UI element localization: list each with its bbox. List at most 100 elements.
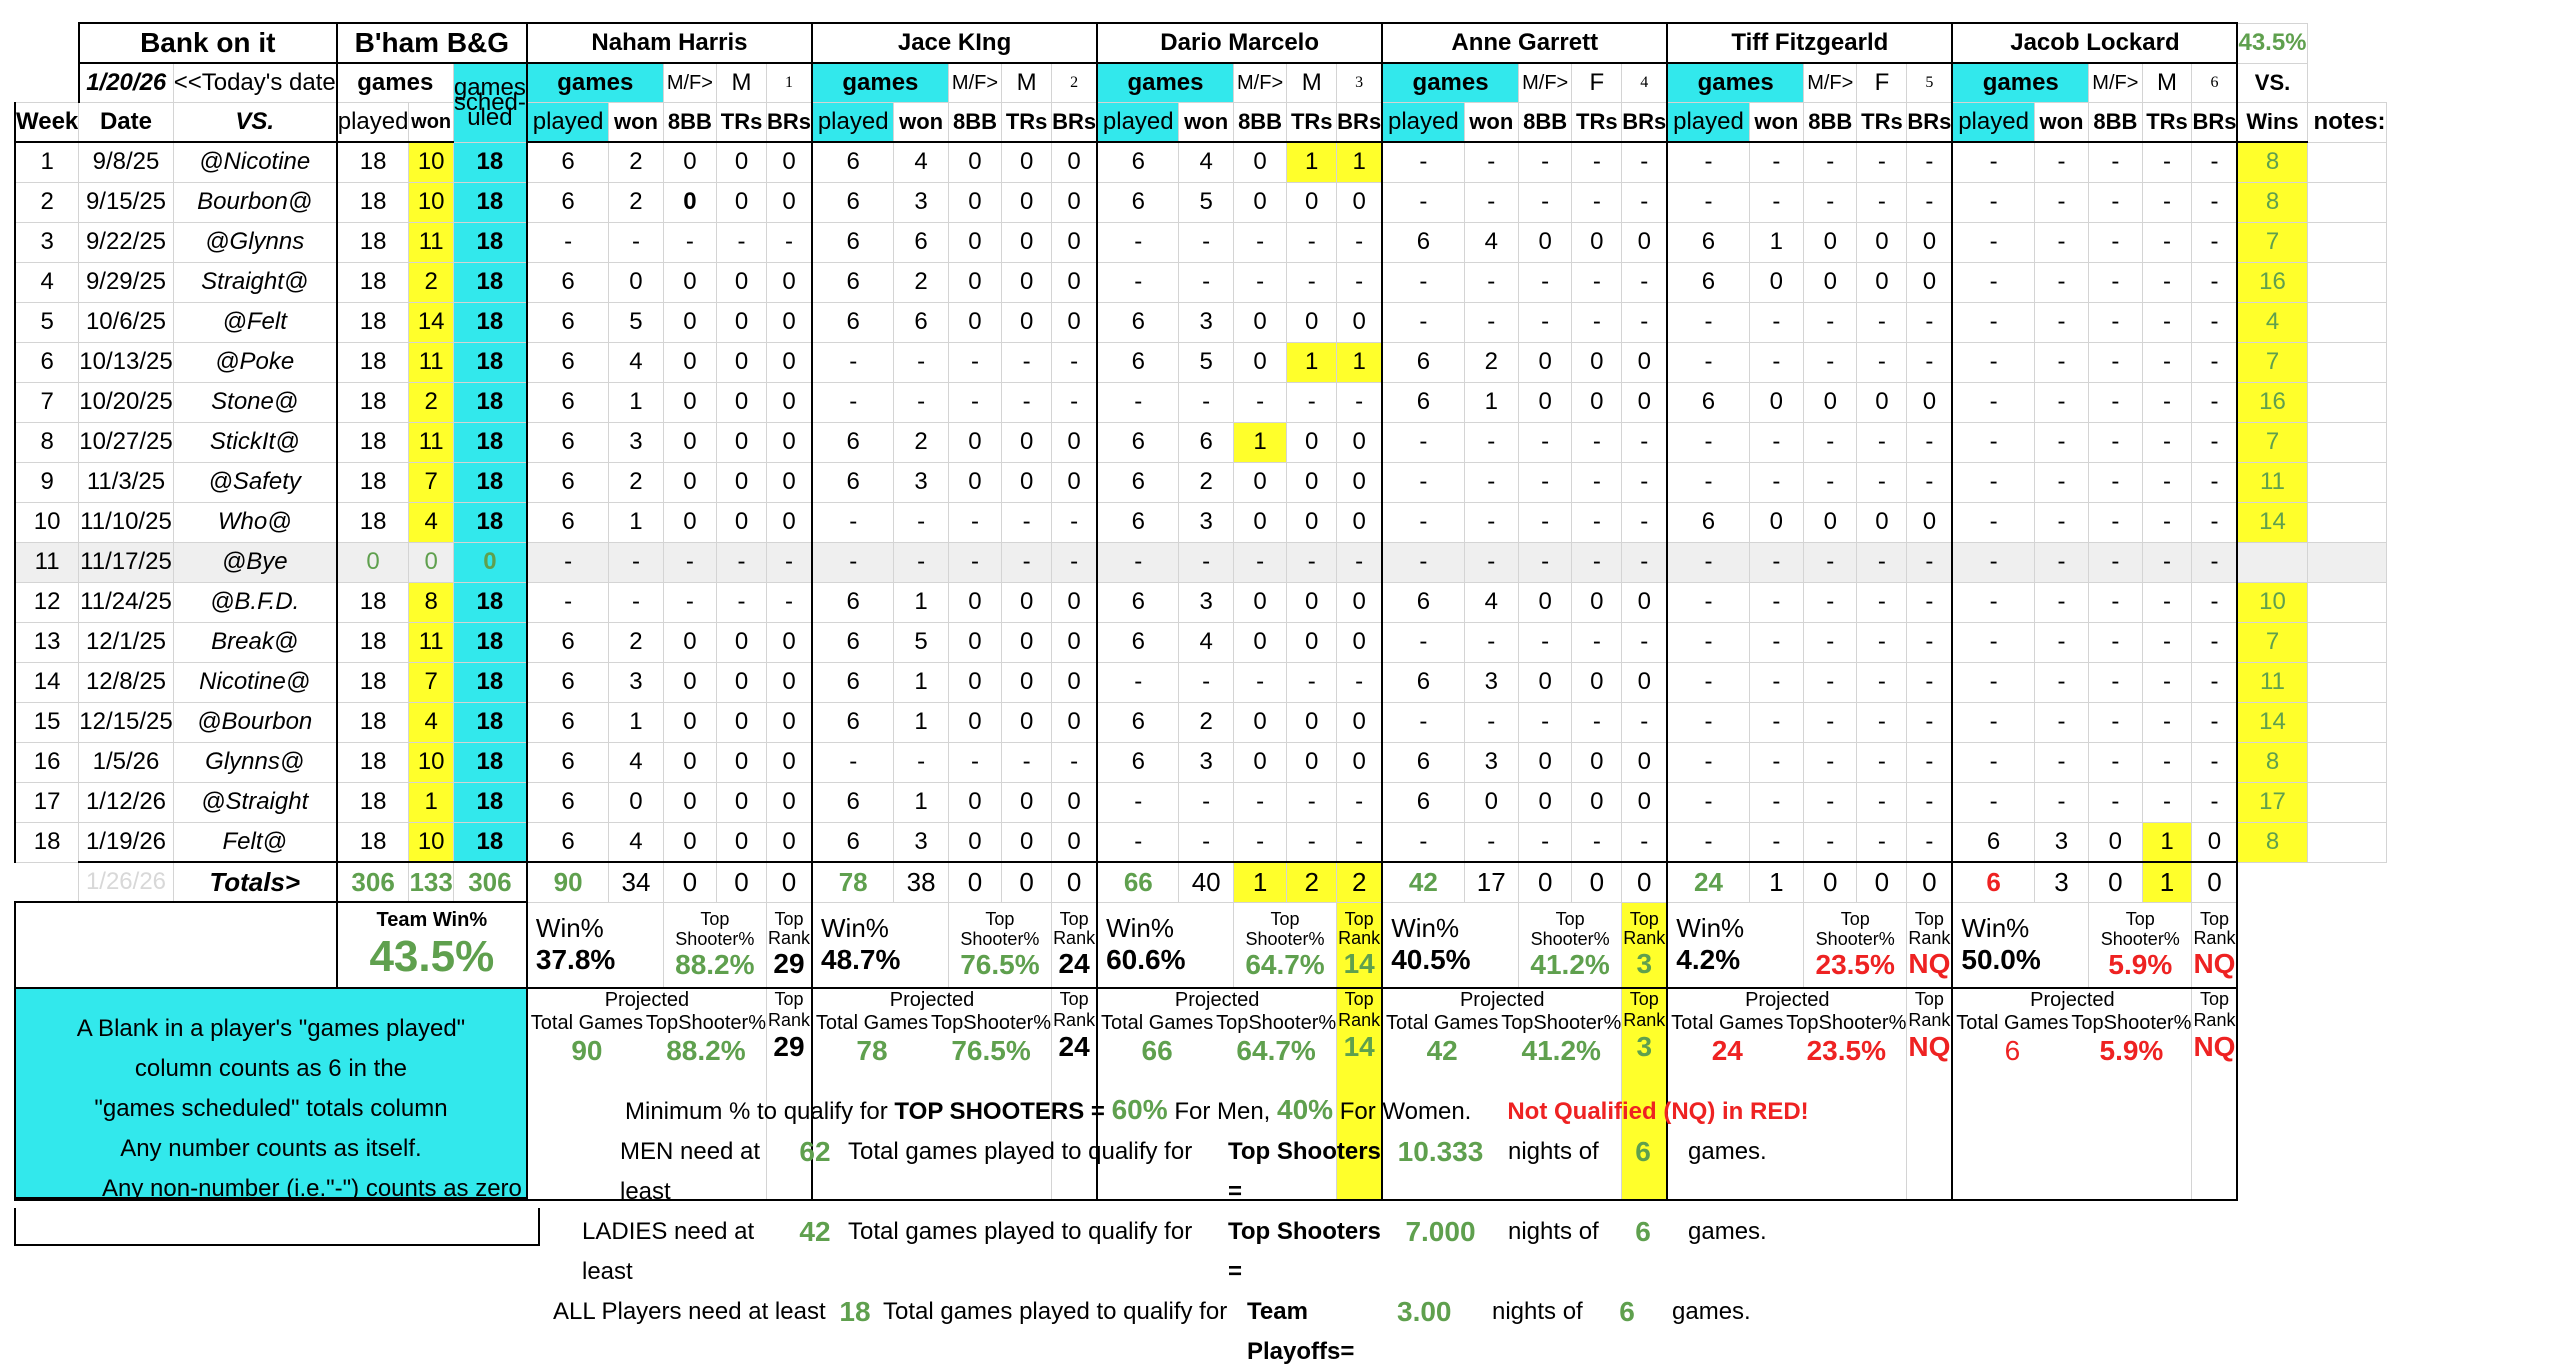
player-stat-cell[interactable]: 0 bbox=[1232, 181, 1288, 223]
player-top-rank[interactable]: Top Rank 14 bbox=[1336, 901, 1384, 989]
player-stat-cell[interactable]: 0 bbox=[1748, 381, 1805, 423]
player-stat-cell[interactable]: 6 bbox=[893, 221, 949, 263]
player-stat-cell[interactable]: - bbox=[1232, 781, 1288, 823]
player-stat-cell[interactable]: 6 bbox=[1096, 501, 1180, 543]
player-stat-cell[interactable]: 6 bbox=[811, 301, 895, 343]
player-stat-cell[interactable]: 6 bbox=[811, 261, 895, 303]
player-total[interactable]: 0 bbox=[1571, 861, 1623, 903]
player-stat-cell[interactable]: 6 bbox=[811, 421, 895, 463]
player-stat-cell[interactable]: - bbox=[1571, 821, 1623, 863]
team-games-won[interactable]: 11 bbox=[408, 621, 454, 663]
player-stat-cell[interactable]: 5 bbox=[893, 621, 949, 663]
player-stat-cell[interactable]: - bbox=[1906, 141, 1954, 183]
won-header[interactable]: won bbox=[1748, 102, 1805, 143]
player-stat-cell[interactable]: - bbox=[2141, 261, 2193, 303]
player-proj-rank[interactable]: Top Rank 3 bbox=[1621, 987, 1669, 1201]
player-stat-cell[interactable]: - bbox=[2141, 301, 2193, 343]
player-stat-cell[interactable]: - bbox=[1906, 341, 1954, 383]
vs-wins[interactable] bbox=[2236, 541, 2308, 583]
player-stat-cell[interactable]: - bbox=[2141, 381, 2193, 423]
player-games-header[interactable]: games bbox=[810, 62, 949, 103]
player-stat-cell[interactable]: 4 bbox=[608, 341, 664, 383]
player-stat-cell[interactable]: 3 bbox=[1463, 741, 1519, 783]
player-stat-cell[interactable]: 0 bbox=[1621, 581, 1669, 623]
player-stat-cell[interactable]: 4 bbox=[1178, 621, 1234, 663]
player-stat-cell[interactable]: 0 bbox=[765, 781, 813, 823]
player-name-header[interactable]: Jace KIng bbox=[810, 22, 1099, 64]
player-stat-cell[interactable]: - bbox=[1951, 541, 2035, 583]
played-header[interactable]: played bbox=[1666, 102, 1750, 143]
player-top-shooter[interactable]: Top Shooter% 76.5% bbox=[947, 901, 1053, 989]
player-stat-cell[interactable]: 6 bbox=[1178, 421, 1234, 463]
team-games-won[interactable]: 14 bbox=[408, 301, 454, 343]
mf-label[interactable]: M/F> bbox=[1803, 62, 1858, 103]
player-stat-cell[interactable]: 0 bbox=[716, 621, 767, 663]
team-win-pct-top[interactable]: 43.5% bbox=[2236, 22, 2308, 64]
player-stat-cell[interactable]: 0 bbox=[662, 141, 718, 183]
player-stat-cell[interactable]: - bbox=[1096, 821, 1180, 863]
player-stat-cell[interactable]: - bbox=[2033, 341, 2090, 383]
player-proj-rank[interactable]: Top Rank 29 bbox=[765, 987, 813, 1201]
player-stat-cell[interactable]: - bbox=[1571, 261, 1623, 303]
player-stat-cell[interactable]: - bbox=[1381, 421, 1465, 463]
player-stat-cell[interactable]: - bbox=[2191, 421, 2239, 463]
notes-cell[interactable] bbox=[2306, 221, 2387, 263]
player-stat-cell[interactable]: 0 bbox=[716, 701, 767, 743]
team-games-played[interactable]: 18 bbox=[336, 781, 410, 823]
player-stat-cell[interactable]: 0 bbox=[716, 181, 767, 223]
vs-wins[interactable]: 14 bbox=[2236, 501, 2308, 543]
player-stat-cell[interactable]: 0 bbox=[765, 181, 813, 223]
player-stat-cell[interactable]: 0 bbox=[716, 461, 767, 503]
player-stat-cell[interactable]: 0 bbox=[1748, 261, 1805, 303]
player-stat-cell[interactable]: - bbox=[1286, 661, 1338, 703]
opponent[interactable]: Felt@ bbox=[172, 821, 338, 863]
notes-cell[interactable] bbox=[2306, 501, 2387, 543]
vs-wins[interactable]: 8 bbox=[2236, 181, 2308, 223]
team-games-won[interactable]: 10 bbox=[408, 821, 454, 863]
opponent[interactable]: @Felt bbox=[172, 301, 338, 343]
player-stat-cell[interactable]: 3 bbox=[1463, 661, 1519, 703]
notes-cell[interactable] bbox=[2306, 301, 2387, 343]
player-stat-cell[interactable]: - bbox=[1748, 421, 1805, 463]
player-stat-cell[interactable]: - bbox=[525, 581, 610, 623]
player-stat-cell[interactable]: - bbox=[1571, 141, 1623, 183]
player-name-header[interactable]: Naham Harris bbox=[525, 22, 814, 64]
team-games-played[interactable]: 18 bbox=[336, 141, 410, 183]
player-total[interactable]: 0 bbox=[1001, 861, 1053, 903]
player-stat-cell[interactable]: - bbox=[1666, 621, 1750, 663]
player-stat-cell[interactable]: - bbox=[1951, 501, 2035, 543]
player-stat-cell[interactable]: 0 bbox=[947, 821, 1003, 863]
week-number[interactable]: 13 bbox=[14, 621, 80, 663]
player-stat-cell[interactable]: 0 bbox=[947, 701, 1003, 743]
team-games-won[interactable]: 4 bbox=[408, 701, 454, 743]
player-games-header[interactable]: games bbox=[1666, 62, 1805, 103]
player-stat-cell[interactable]: 6 bbox=[1096, 141, 1180, 183]
notes-cell[interactable] bbox=[2306, 541, 2387, 583]
player-stat-cell[interactable]: - bbox=[1666, 181, 1750, 223]
player-stat-cell[interactable]: - bbox=[893, 741, 949, 783]
player-stat-cell[interactable]: 0 bbox=[1232, 701, 1288, 743]
player-stat-cell[interactable]: 6 bbox=[1666, 261, 1750, 303]
player-stat-cell[interactable]: - bbox=[2033, 261, 2090, 303]
player-stat-cell[interactable]: 6 bbox=[1666, 381, 1750, 423]
player-stat-cell[interactable]: - bbox=[1336, 221, 1384, 263]
player-stat-cell[interactable]: 0 bbox=[1571, 661, 1623, 703]
games-scheduled[interactable]: 18 bbox=[452, 821, 528, 863]
trs-header[interactable]: TRs bbox=[2141, 102, 2193, 143]
player-total[interactable]: 0 bbox=[2191, 861, 2239, 903]
player-stat-cell[interactable]: - bbox=[2141, 701, 2193, 743]
player-stat-cell[interactable]: - bbox=[1517, 421, 1573, 463]
player-stat-cell[interactable]: - bbox=[1096, 221, 1180, 263]
player-stat-cell[interactable]: - bbox=[1463, 701, 1519, 743]
vs-wins[interactable]: 7 bbox=[2236, 341, 2308, 383]
player-stat-cell[interactable]: - bbox=[608, 581, 664, 623]
player-stat-cell[interactable]: - bbox=[1856, 581, 1908, 623]
player-stat-cell[interactable]: - bbox=[765, 221, 813, 263]
team-name[interactable]: B'ham B&G bbox=[335, 22, 528, 64]
player-stat-cell[interactable]: - bbox=[1517, 701, 1573, 743]
trs-header[interactable]: TRs bbox=[1286, 102, 1338, 143]
notes-cell[interactable] bbox=[2306, 141, 2387, 183]
player-stat-cell[interactable]: - bbox=[2141, 741, 2193, 783]
player-stat-cell[interactable]: - bbox=[1906, 781, 1954, 823]
player-stat-cell[interactable]: - bbox=[1621, 421, 1669, 463]
